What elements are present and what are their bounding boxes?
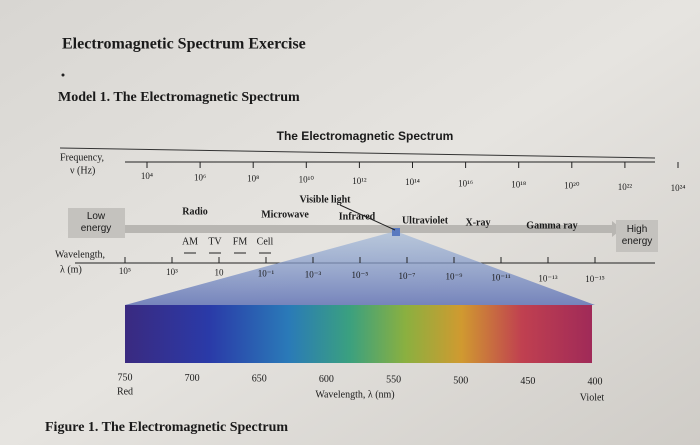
visible-tick-label: 450	[520, 376, 535, 387]
visible-tick-label: 500	[453, 375, 468, 386]
model-heading: Model 1. The Electromagnetic Spectrum	[58, 90, 300, 105]
wavelength-tick-label: 10⁻³	[305, 269, 322, 279]
radio-band-label: AM	[182, 236, 198, 247]
frequency-tick-label: 10¹²	[352, 176, 367, 186]
visible-tick-label: 750	[118, 372, 133, 383]
wavelength-tick-label: 10⁻⁹	[446, 272, 463, 282]
frequency-tick-label: 10¹⁸	[511, 179, 526, 189]
wavelength-tick-label: 10⁻⁷	[399, 271, 416, 281]
violet-label: Violet	[580, 392, 605, 403]
red-label: Red	[117, 386, 133, 397]
visible-marker	[392, 228, 400, 236]
frequency-tick-label: 10⁸	[247, 173, 259, 183]
wavelength-tick-label: 10⁻¹¹	[491, 272, 510, 282]
frequency-label: ν (Hz)	[70, 165, 95, 176]
low-energy-box	[68, 208, 125, 238]
title-rule	[59, 147, 656, 159]
frequency-tick-label: 10⁶	[194, 172, 206, 182]
radio-band-label: Cell	[257, 236, 274, 247]
wavelength-tick-label: 10⁵	[119, 266, 131, 276]
frequency-tick-label: 10¹⁰	[299, 175, 315, 185]
wavelength-tick-label: 10⁻¹	[258, 268, 275, 278]
frequency-tick-label: 10²²	[618, 182, 633, 192]
caption: Figure 1. The Electromagnetic Spectrum	[45, 420, 288, 435]
visible-tick-label: 700	[185, 373, 200, 384]
band-label: X-ray	[466, 217, 491, 228]
band-label: Infrared	[339, 211, 376, 222]
band-label: Microwave	[261, 209, 309, 220]
frequency-tick-label: 10⁴	[141, 171, 153, 181]
diagram-title: The Electromagnetic Spectrum	[277, 129, 454, 143]
energy-arrow	[125, 221, 622, 237]
wavelength-tick-label: 10⁻¹⁵	[585, 274, 605, 284]
band-label: Visible light	[299, 194, 351, 205]
wavelength-tick-label: 10	[215, 268, 225, 278]
wavelength-tick-label: 10³	[166, 267, 178, 277]
visible-tick-label: 400	[588, 376, 603, 387]
band-label: Radio	[182, 206, 208, 217]
wavelength-label: λ (m)	[60, 264, 82, 275]
visible-axis-label: Wavelength, λ (nm)	[315, 389, 394, 400]
visible-pointer	[339, 204, 396, 231]
visible-tick-label: 650	[252, 373, 267, 384]
band-label: Ultraviolet	[402, 215, 449, 226]
bullet	[61, 73, 65, 77]
band-label: Gamma ray	[526, 220, 577, 231]
high-energy-box	[616, 220, 658, 252]
visible-tick-label: 600	[319, 374, 334, 385]
frequency-label: Frequency,	[60, 152, 104, 163]
low-energy: Low energy	[81, 211, 112, 234]
frequency-tick-label: 10¹⁴	[405, 177, 420, 187]
frequency-tick-label: 10²⁰	[564, 181, 580, 191]
visible-tick-label: 550	[386, 375, 401, 386]
wavelength-tick-label: 10⁻⁵	[352, 270, 369, 280]
title: Electromagnetic Spectrum Exercise	[62, 36, 306, 53]
wavelength-tick-label: 10⁻¹³	[538, 273, 557, 283]
visible-fan	[125, 232, 595, 305]
frequency-tick-label: 10¹⁶	[458, 178, 473, 188]
radio-band-label: FM	[233, 236, 248, 247]
frequency-tick-label: 10²⁴	[671, 183, 686, 193]
visible-spectrum	[125, 305, 592, 363]
radio-band-label: TV	[208, 236, 222, 247]
wavelength-label: Wavelength,	[55, 249, 105, 260]
high-energy: High energy	[622, 224, 653, 247]
